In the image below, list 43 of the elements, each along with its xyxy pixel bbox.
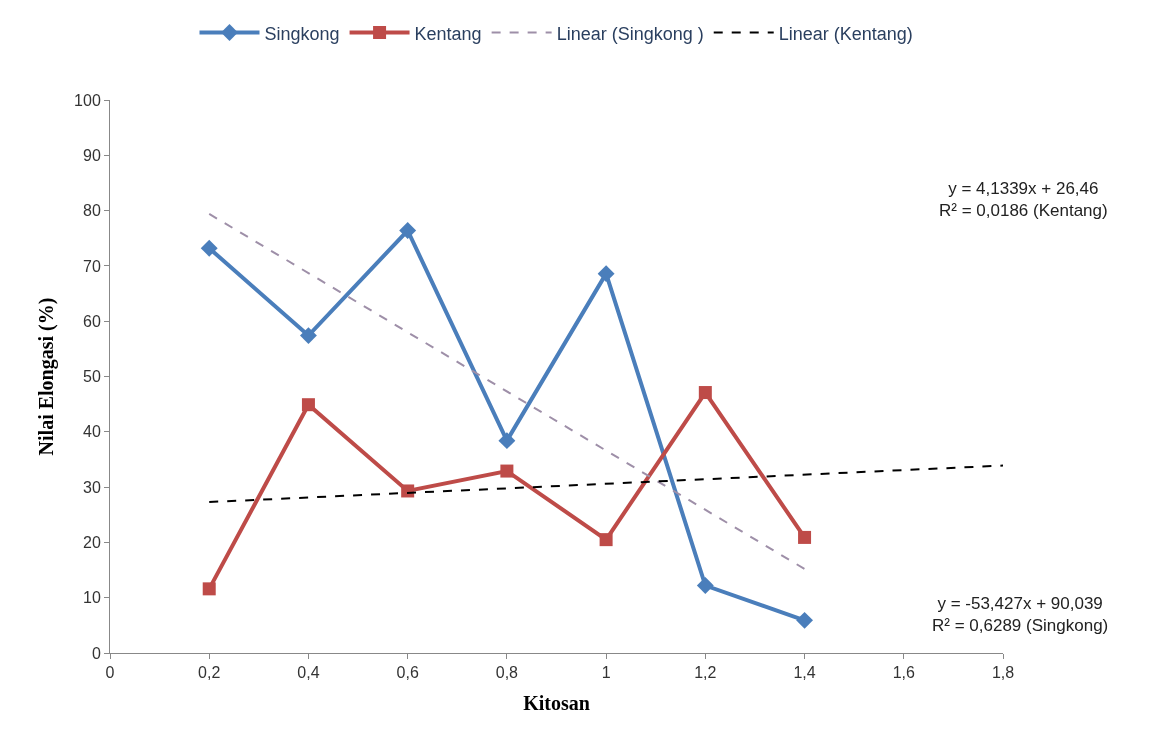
y-tick-label: 40 (83, 423, 101, 441)
y-tick-label: 30 (83, 478, 101, 496)
y-tick-label: 100 (74, 91, 101, 109)
annotation: y = 4,1339x + 26,46 R² = 0,0186 (Kentang) (939, 179, 1108, 221)
x-tick-label: 1,6 (892, 664, 915, 682)
y-tick-label: 90 (83, 146, 101, 164)
point (200, 239, 218, 257)
point (401, 484, 415, 498)
y-tick-label: 20 (83, 534, 101, 551)
point (696, 577, 714, 594)
point (299, 327, 317, 345)
x-tick-label: 0,6 (396, 664, 419, 682)
y-tick-label: 80 (83, 202, 101, 220)
x-tick-label: 1 (601, 664, 611, 682)
legend-label: Kentang (414, 23, 482, 44)
point (698, 386, 712, 400)
y-axis-title: Nilai Elongasi (%) (34, 297, 58, 456)
y-tick-label: 70 (83, 257, 101, 275)
x-tick-label: 0,8 (495, 664, 519, 682)
point (597, 265, 615, 283)
point (399, 222, 417, 239)
point (301, 398, 315, 412)
y-tick-label: 50 (83, 368, 101, 386)
point (599, 533, 613, 547)
point (202, 582, 216, 596)
x-tick-label: 1,4 (793, 664, 816, 682)
x-tick-label: 0,4 (297, 664, 320, 682)
legend-label: Linear (Singkong ) (556, 23, 704, 44)
x-tick-label: 0 (105, 664, 115, 682)
y-tick-label: 0 (91, 644, 101, 662)
point (798, 530, 812, 544)
legend-label: Singkong (264, 23, 340, 44)
legend-label: Linear (Kentang) (778, 23, 913, 44)
point (796, 611, 814, 629)
x-axis-title: Kitosan (523, 691, 590, 714)
x-tick-label: 1,8 (991, 664, 1015, 682)
point (500, 464, 514, 478)
annotation: y = -53,427x + 90,039 R² = 0,6289 (Singkong) (932, 594, 1109, 636)
point (498, 432, 516, 450)
x-tick-label: 1,2 (694, 664, 717, 682)
y-tick-label: 10 (83, 589, 101, 607)
x-tick-label: 0,2 (198, 664, 221, 682)
y-tick-label: 60 (83, 312, 101, 330)
